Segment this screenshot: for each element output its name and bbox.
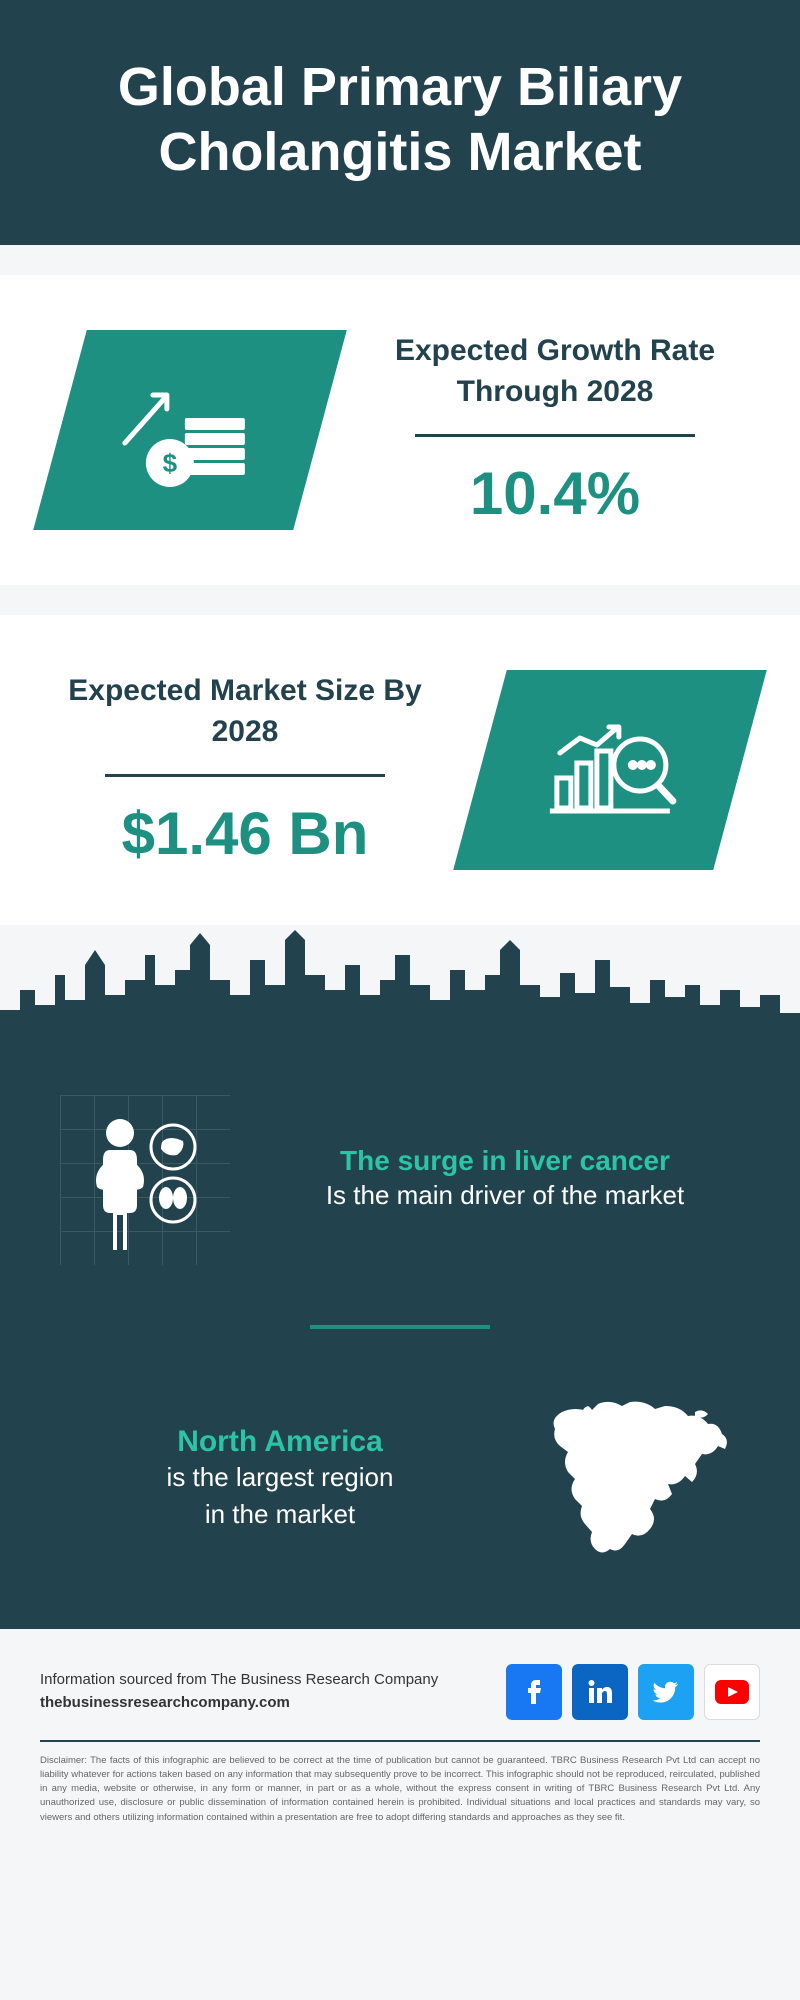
driver-highlight: The surge in liver cancer <box>270 1145 740 1177</box>
patient-organs-icon <box>60 1095 230 1265</box>
region-highlight: North America <box>60 1425 500 1459</box>
stat2-section: Expected Market Size By 2028 $1.46 Bn <box>0 615 800 925</box>
social-icons <box>506 1664 760 1720</box>
north-america-map-icon <box>540 1389 740 1569</box>
driver-text: The surge in liver cancer Is the main dr… <box>270 1145 740 1213</box>
footer-divider <box>40 1740 760 1742</box>
footer: Information sourced from The Business Re… <box>0 1629 800 1855</box>
stat2-icon-box <box>453 670 767 870</box>
svg-text:$: $ <box>163 447 178 477</box>
disclaimer-text: Disclaimer: The facts of this infographi… <box>40 1754 760 1825</box>
driver-icon-box <box>60 1095 230 1265</box>
stat1-block: Expected Growth Rate Through 2028 10.4% <box>370 331 740 528</box>
divider <box>105 774 385 777</box>
stat2-value: $1.46 Bn <box>60 799 430 868</box>
divider <box>415 434 695 437</box>
spacer <box>0 585 800 615</box>
source-line: Information sourced from The Business Re… <box>40 1669 438 1692</box>
stat2-label: Expected Market Size By 2028 <box>60 671 430 752</box>
infographic-container: Global Primary Biliary Cholangitis Marke… <box>0 0 800 1855</box>
stat2-block: Expected Market Size By 2028 $1.46 Bn <box>60 671 430 868</box>
stat1-section: $ Expected Growth Rate Through 2028 10.4… <box>0 275 800 585</box>
header: Global Primary Biliary Cholangitis Marke… <box>0 0 800 245</box>
region-sub-2: in the market <box>60 1496 500 1532</box>
spacer <box>0 245 800 275</box>
divider <box>310 1325 490 1329</box>
page-title: Global Primary Biliary Cholangitis Marke… <box>50 55 750 185</box>
money-growth-icon: $ <box>115 362 265 497</box>
skyline-graphic <box>0 925 800 1045</box>
youtube-icon[interactable] <box>704 1664 760 1720</box>
footer-top: Information sourced from The Business Re… <box>40 1664 760 1720</box>
facebook-icon[interactable] <box>506 1664 562 1720</box>
driver-row: The surge in liver cancer Is the main dr… <box>60 1095 740 1265</box>
linkedin-icon[interactable] <box>572 1664 628 1720</box>
dark-section: The surge in liver cancer Is the main dr… <box>0 1045 800 1629</box>
region-row: North America is the largest region in t… <box>60 1389 740 1569</box>
region-sub-1: is the largest region <box>60 1459 500 1495</box>
stat1-label: Expected Growth Rate Through 2028 <box>370 331 740 412</box>
chart-magnify-icon <box>535 702 685 837</box>
twitter-icon[interactable] <box>638 1664 694 1720</box>
driver-sub: Is the main driver of the market <box>270 1177 740 1213</box>
region-text: North America is the largest region in t… <box>60 1425 500 1532</box>
stat1-icon-box: $ <box>33 330 347 530</box>
source-text: Information sourced from The Business Re… <box>40 1669 438 1714</box>
stat1-value: 10.4% <box>370 459 740 528</box>
source-url: thebusinessresearchcompany.com <box>40 1692 438 1715</box>
